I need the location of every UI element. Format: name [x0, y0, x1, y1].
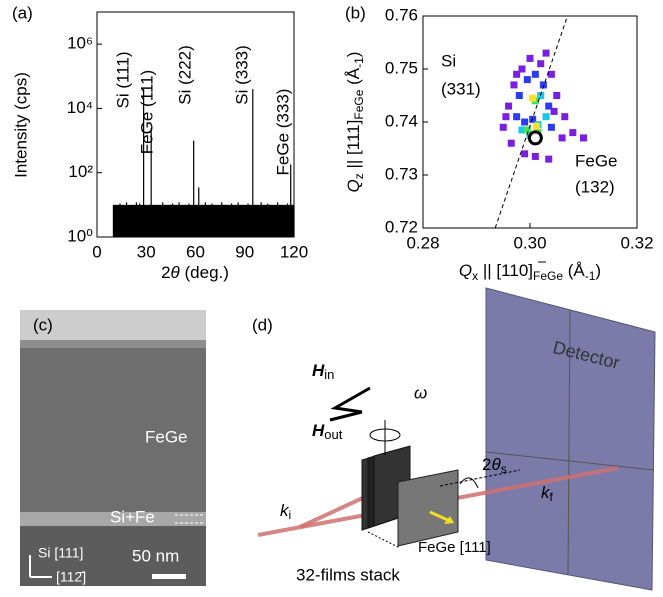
x-tick-label: 60: [186, 242, 205, 261]
map-pixel: [542, 49, 550, 57]
wave-label: ki: [280, 501, 291, 522]
axis-label: 2θ (deg.): [161, 263, 229, 282]
map-pixel: [547, 123, 555, 131]
map-pixel: [518, 65, 526, 73]
y-tick-label: 0.74: [385, 111, 418, 130]
map-pixel: [521, 150, 529, 158]
peak-label: Si (222): [175, 45, 194, 105]
x-tick-label: 90: [235, 242, 254, 261]
map-pixel: [531, 152, 539, 160]
peak-label: FeGe (333): [273, 89, 292, 176]
y-tick-label: 10⁴: [67, 98, 93, 117]
axis-label: [112̄]: [56, 569, 86, 585]
axis-label: Si [111]: [38, 545, 83, 561]
map-pixel: [518, 126, 526, 134]
map-pixel: [561, 113, 569, 121]
y-tick-label: 0.72: [385, 217, 418, 236]
reflection-label: FeGe: [575, 151, 618, 170]
layer-label: FeGe: [145, 427, 188, 446]
y-tick-label: 0.73: [385, 164, 418, 183]
field-label: Hin: [312, 361, 334, 382]
axis-label: Qx || [110]FeGe (Å-1): [459, 261, 601, 283]
map-pixel: [580, 134, 587, 142]
x-tick-label: 120: [280, 242, 308, 261]
reflection-label: (331): [441, 79, 481, 98]
map-pixel: [513, 113, 521, 121]
x-tick-label: 0.32: [620, 233, 653, 252]
stack-label: 32-films stack: [296, 565, 400, 584]
map-pixel: [505, 102, 513, 110]
x-tick-label: 0.28: [406, 233, 439, 252]
marker: [527, 130, 543, 146]
wave-label: kf: [541, 483, 554, 504]
field-label: Hout: [312, 421, 343, 442]
y-tick-label: 0.76: [385, 5, 418, 24]
map-pixel: [547, 70, 555, 78]
map-pixel: [523, 76, 531, 84]
y-tick-label: 10²: [68, 162, 93, 181]
y-tick-label: 0.75: [385, 58, 418, 77]
map-pixel: [569, 129, 577, 137]
y-tick-label: 10⁶: [67, 34, 93, 53]
map-pixel: [529, 94, 537, 102]
map-pixel: [515, 92, 523, 99]
omega-label: ω: [414, 383, 427, 402]
angle-label: 2θs: [482, 455, 507, 476]
direction-label: FeGe [111]: [418, 539, 491, 556]
map-pixel: [545, 155, 553, 163]
map-pixel: [539, 81, 547, 89]
map-pixel: [550, 107, 558, 115]
panel-label: (d): [252, 315, 273, 334]
diagram: [257, 287, 656, 591]
map-pixel: [526, 54, 534, 62]
map-pixel: [558, 134, 566, 142]
map-pixel: [542, 113, 550, 121]
map-pixel: [499, 123, 507, 131]
peak-label: Si (333): [232, 45, 251, 105]
x-tick-label: 30: [137, 242, 156, 261]
map-pixel: [531, 70, 539, 78]
scale-label: 50 nm: [132, 546, 179, 565]
map-pixel: [537, 60, 545, 68]
map-pixel: [507, 139, 515, 147]
x-tick-label: 0: [92, 242, 101, 261]
axis-label: Qz || [111]FeGe (Å-1): [344, 52, 366, 193]
map-pixel: [521, 118, 529, 126]
reflection-label: (132): [575, 177, 615, 196]
panel-label: (a): [12, 3, 33, 22]
peak-label: FeGe (111): [137, 70, 156, 154]
peak-label: Si (111): [113, 51, 132, 108]
map-pixel: [545, 102, 553, 110]
noise-band: [113, 204, 295, 237]
panel-label: (b): [345, 3, 366, 22]
map-pixel: [553, 92, 561, 99]
map-pixel: [502, 113, 510, 121]
x-tick-label: 0.30: [513, 233, 546, 252]
y-tick-label: 10⁰: [67, 226, 93, 245]
interface-label: Si+Fe: [110, 507, 155, 526]
map-pixel: [513, 70, 521, 78]
map-pixel: [510, 81, 518, 89]
reflection-label: Si: [441, 51, 456, 70]
map-pixel: [532, 122, 540, 130]
guide-line: [494, 15, 568, 229]
y-axis-label: Intensity (cps): [11, 72, 30, 178]
map-pixel: [523, 126, 531, 134]
panel-label: (c): [33, 315, 53, 334]
tem-image: [20, 310, 206, 586]
